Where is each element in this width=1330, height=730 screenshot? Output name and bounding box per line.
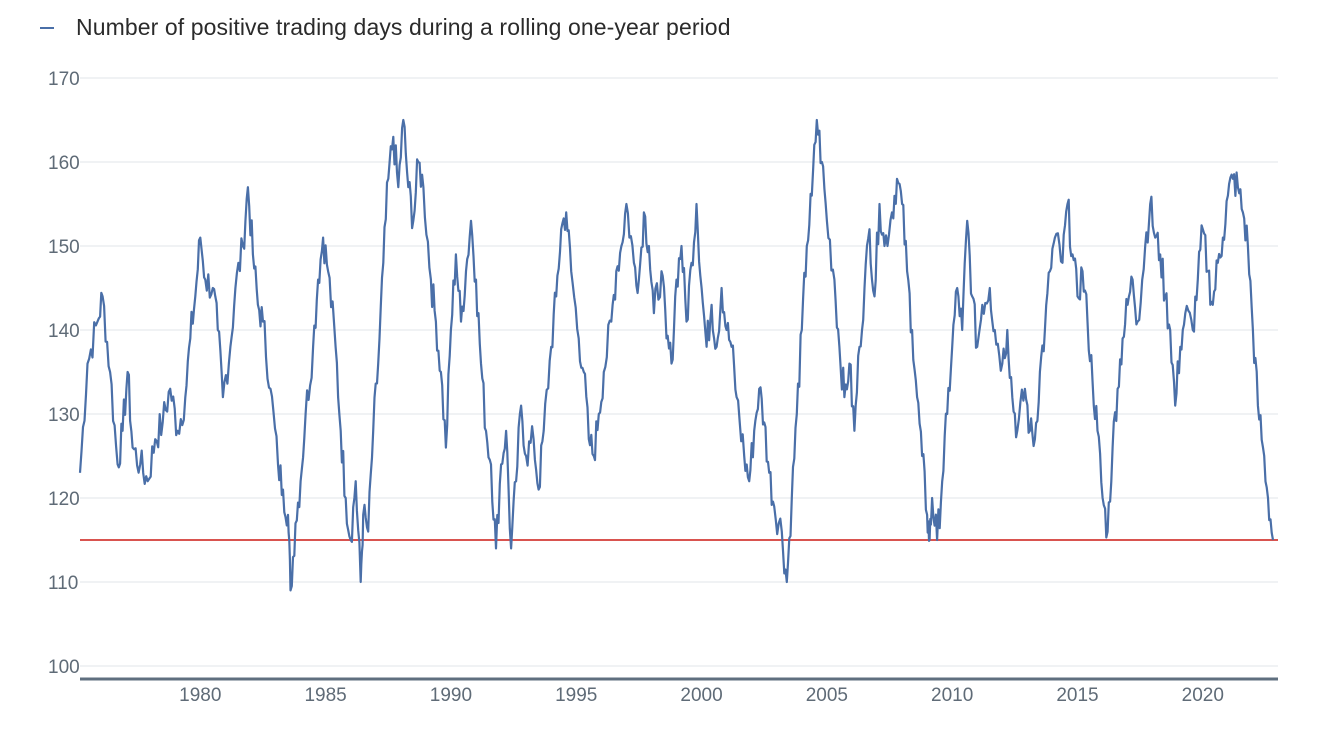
x-tick-label-2005: 2005 <box>806 685 848 706</box>
x-tick-label-1985: 1985 <box>304 685 346 706</box>
x-tick-label-2000: 2000 <box>680 685 722 706</box>
y-tick-label-120: 120 <box>48 489 80 510</box>
y-tick-label-130: 130 <box>48 405 80 426</box>
y-tick-label-160: 160 <box>48 153 80 174</box>
x-tick-label-2015: 2015 <box>1056 685 1098 706</box>
x-tick-label-1990: 1990 <box>430 685 472 706</box>
chart-legend: Number of positive trading days during a… <box>40 14 731 41</box>
y-tick-label-100: 100 <box>48 657 80 678</box>
y-tick-label-170: 170 <box>48 69 80 90</box>
legend-swatch <box>40 26 54 29</box>
y-tick-label-140: 140 <box>48 321 80 342</box>
legend-label: Number of positive trading days during a… <box>76 14 731 40</box>
series-line-positive-days <box>78 118 1275 592</box>
y-tick-label-110: 110 <box>48 573 78 594</box>
x-tick-label-2010: 2010 <box>931 685 973 706</box>
x-tick-label-2020: 2020 <box>1182 685 1224 706</box>
x-tick-label-1995: 1995 <box>555 685 597 706</box>
y-tick-label-150: 150 <box>48 237 80 258</box>
x-tick-label-1980: 1980 <box>179 685 221 706</box>
